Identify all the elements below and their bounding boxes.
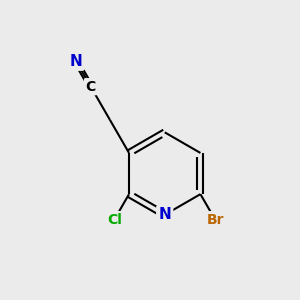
- Text: N: N: [70, 54, 83, 69]
- Text: N: N: [158, 207, 171, 222]
- Text: Br: Br: [206, 213, 224, 227]
- Text: Cl: Cl: [107, 213, 122, 227]
- Text: C: C: [85, 80, 96, 94]
